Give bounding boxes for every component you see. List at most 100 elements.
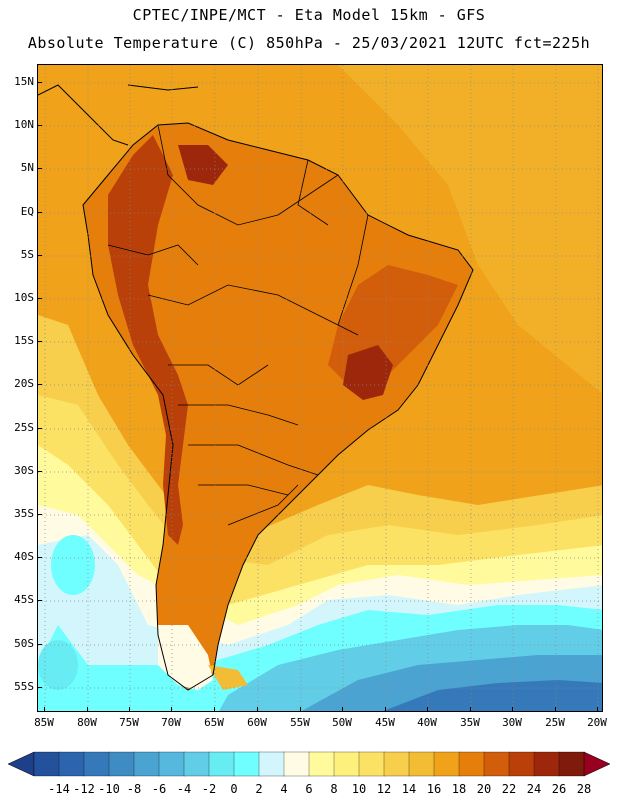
lat-label: 15N <box>14 75 34 88</box>
lon-label: 45W <box>375 716 395 729</box>
lat-label: 10S <box>14 291 34 304</box>
lat-tick <box>37 341 42 342</box>
atlantic-warm-band <box>338 65 602 394</box>
colorbar-tick-label: 2 <box>255 782 263 796</box>
colorbar-tick-label: 26 <box>551 782 567 796</box>
colorbar-tick-label: 14 <box>401 782 417 796</box>
colombia-hotspot <box>178 145 228 185</box>
andes-hot-spine <box>108 135 188 545</box>
colorbar-tick-label: -6 <box>151 782 167 796</box>
lon-tick <box>129 707 130 712</box>
lon-tick <box>300 707 301 712</box>
chart-title-line2: Absolute Temperature (C) 850hPa - 25/03/… <box>27 34 591 52</box>
colorbar-swatch <box>383 751 410 777</box>
lon-tick <box>597 707 598 712</box>
lon-tick <box>214 707 215 712</box>
colorbar-swatch <box>558 751 585 777</box>
colorbar-tick-label: 4 <box>280 782 288 796</box>
lon-label: 80W <box>77 716 97 729</box>
colorbar-swatch <box>233 751 260 777</box>
pacific-cool-patch <box>51 535 95 595</box>
lon-label: 40W <box>417 716 437 729</box>
south-america-landmass <box>83 123 473 690</box>
lon-tick <box>87 707 88 712</box>
lat-tick <box>37 600 42 601</box>
colorbar-swatch <box>333 751 360 777</box>
colorbar-tick-label: -2 <box>201 782 217 796</box>
central-america-coast <box>38 84 129 146</box>
colorbar-swatch <box>533 751 560 777</box>
coastline <box>82 122 474 691</box>
colorbar-swatch <box>283 751 310 777</box>
brazil-hotspot <box>343 345 393 400</box>
lon-label: 50W <box>332 716 352 729</box>
lon-tick <box>555 707 556 712</box>
colorbar-tick-label: 16 <box>426 782 442 796</box>
lat-label: EQ <box>20 205 34 218</box>
lon-label: 75W <box>119 716 139 729</box>
lat-label: 40S <box>14 550 34 563</box>
lon-label: 20W <box>587 716 607 729</box>
colorbar-tick-label: 22 <box>501 782 517 796</box>
lat-tick <box>37 212 42 213</box>
lat-tick <box>37 644 42 645</box>
colorbar-tick-label: 0 <box>230 782 238 796</box>
colorbar-swatch <box>83 751 110 777</box>
colorbar-tick-label: 24 <box>526 782 542 796</box>
colorbar-under-triangle <box>7 751 35 777</box>
lon-label: 65W <box>204 716 224 729</box>
caribbean-islands <box>127 84 199 91</box>
colorbar-tick-label: -8 <box>126 782 142 796</box>
colorbar-swatch <box>208 751 235 777</box>
colorbar-tick-label: -14 <box>48 782 70 796</box>
lon-tick <box>512 707 513 712</box>
colorbar-over-triangle <box>583 751 611 777</box>
lat-tick <box>37 514 42 515</box>
lon-tick <box>257 707 258 712</box>
lat-label: 15S <box>14 334 34 347</box>
lon-label: 30W <box>502 716 522 729</box>
lon-label: 55W <box>290 716 310 729</box>
lat-tick <box>37 168 42 169</box>
colorbar-tick-label: -10 <box>98 782 120 796</box>
lat-tick <box>37 428 42 429</box>
lon-label: 25W <box>545 716 565 729</box>
band-minus6 <box>383 680 602 711</box>
lon-tick <box>385 707 386 712</box>
lon-tick <box>427 707 428 712</box>
lon-label: 60W <box>247 716 267 729</box>
colorbar-tick-label: 18 <box>451 782 467 796</box>
colorbar-tick-label: 20 <box>476 782 492 796</box>
colorbar <box>7 751 611 777</box>
colorbar-swatch <box>58 751 85 777</box>
lat-label: 20S <box>14 377 34 390</box>
lat-label: 35S <box>14 507 34 520</box>
lat-label: 45S <box>14 593 34 606</box>
lat-label: 55S <box>14 680 34 693</box>
colorbar-swatch <box>408 751 435 777</box>
colorbar-tick-label: 12 <box>376 782 392 796</box>
colorbar-tick-label: 8 <box>330 782 338 796</box>
lat-tick <box>37 384 42 385</box>
chart-title-line1: CPTEC/INPE/MCT - Eta Model 15km - GFS <box>132 6 486 24</box>
graticule <box>38 65 602 711</box>
lon-tick <box>171 707 172 712</box>
lat-tick <box>37 125 42 126</box>
colorbar-swatch <box>358 751 385 777</box>
tierra-del-fuego <box>208 665 248 690</box>
lon-tick <box>44 707 45 712</box>
colorbar-swatch <box>258 751 285 777</box>
colorbar-tick-label: -4 <box>176 782 192 796</box>
lat-tick <box>37 255 42 256</box>
lat-tick <box>37 82 42 83</box>
colorbar-tick-label: 6 <box>305 782 313 796</box>
pacific-cool-patch-south <box>38 640 78 690</box>
colorbar-swatch <box>183 751 210 777</box>
colorbar-tick-label: 10 <box>351 782 367 796</box>
colorbar-swatch <box>483 751 510 777</box>
lat-label: 5N <box>20 161 34 174</box>
colorbar-tick-label: 28 <box>576 782 592 796</box>
lat-label: 25S <box>14 421 34 434</box>
colorbar-swatch <box>433 751 460 777</box>
lat-label: 50S <box>14 637 34 650</box>
